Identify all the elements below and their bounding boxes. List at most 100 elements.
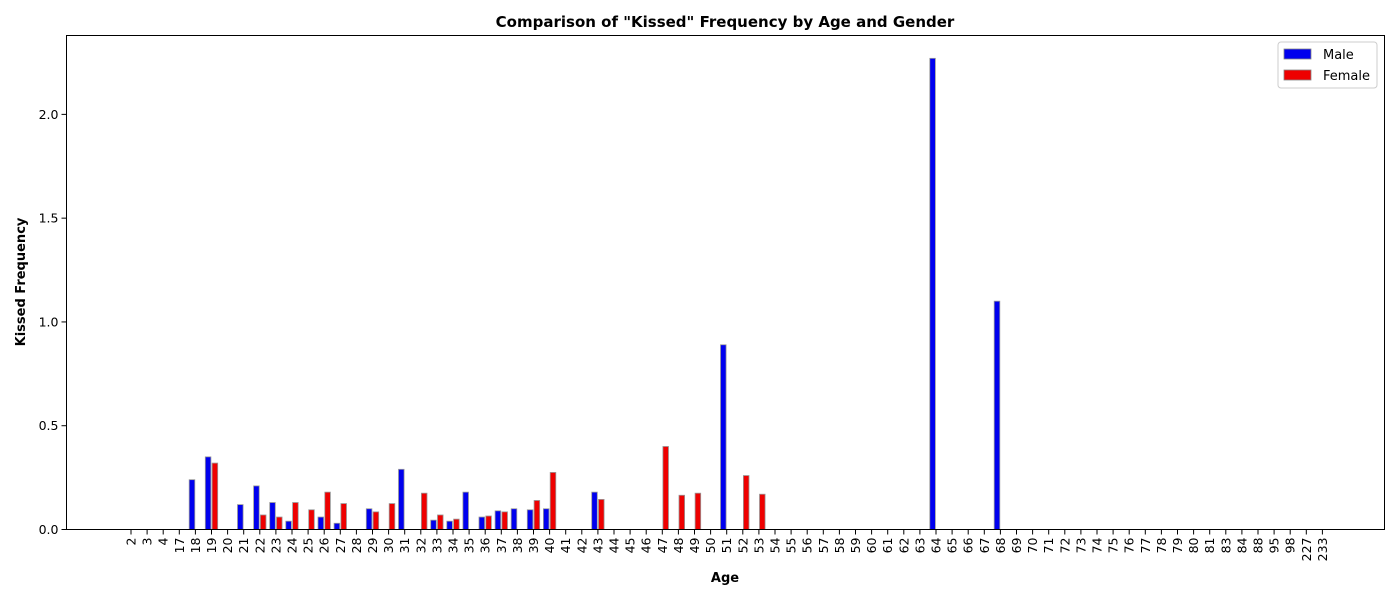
bar-female-33 <box>437 514 444 530</box>
bar-female-48 <box>678 494 685 530</box>
bar-female-36 <box>485 515 492 530</box>
bar-male-43 <box>591 491 598 530</box>
x-tick-label: 40 <box>542 537 557 553</box>
x-tick-label: 52 <box>735 538 750 554</box>
x-tick-label: 26 <box>317 537 332 553</box>
x-tick-label: 31 <box>397 538 412 554</box>
x-tick-label: 64 <box>929 537 944 553</box>
x-tick-label: 39 <box>526 537 541 553</box>
bar-female-25 <box>308 509 315 530</box>
x-tick-label: 61 <box>880 538 895 554</box>
x-tick-label: 77 <box>1138 538 1153 554</box>
y-tick-label: 2.0 <box>39 107 59 122</box>
bar-female-49 <box>694 492 702 530</box>
bar-female-37 <box>501 511 508 530</box>
bar-male-51 <box>720 344 727 530</box>
x-tick-label: 57 <box>816 538 831 554</box>
x-tick-label: 33 <box>429 538 444 554</box>
bar-female-47 <box>662 446 669 530</box>
bar-male-31 <box>398 468 405 530</box>
x-tick-label: 35 <box>462 538 477 554</box>
x-tick-label: 68 <box>993 537 1008 553</box>
x-tick-label: 29 <box>365 537 380 553</box>
x-tick-label: 51 <box>719 538 734 554</box>
bar-male-33 <box>430 519 437 530</box>
x-tick-label: 47 <box>655 538 670 554</box>
x-tick-label: 25 <box>301 538 316 554</box>
x-tick-label: 59 <box>848 537 863 553</box>
x-tick-label: 41 <box>558 538 573 554</box>
x-axis-label: Age <box>711 571 739 586</box>
x-tick-label: 36 <box>478 537 493 553</box>
x-tick-label: 73 <box>1073 538 1088 554</box>
x-tick-label: 42 <box>574 538 589 554</box>
bar-female-34 <box>453 518 460 530</box>
x-tick-label: 58 <box>832 537 847 553</box>
x-tick-label: 54 <box>768 537 783 553</box>
bar-male-29 <box>365 508 373 530</box>
bar-male-18 <box>188 479 196 530</box>
x-tick-label: 19 <box>204 537 219 553</box>
x-tick-label: 18 <box>188 537 203 553</box>
legend-swatch-male <box>1283 48 1312 60</box>
x-tick-label: 21 <box>236 538 251 554</box>
x-tick-label: 81 <box>1202 538 1217 554</box>
x-tick-label: 65 <box>945 538 960 554</box>
bar-female-30 <box>388 503 396 530</box>
y-tick-label: 0.5 <box>39 418 59 433</box>
bar-female-19 <box>211 462 219 530</box>
x-tick-label: 72 <box>1057 538 1072 554</box>
x-tick-label: 50 <box>703 537 718 553</box>
x-tick-label: 23 <box>268 538 283 554</box>
x-tick-label: 32 <box>413 538 428 554</box>
x-tick-label: 53 <box>751 538 766 554</box>
bar-female-26 <box>324 491 331 530</box>
x-tick-label: 56 <box>800 537 815 553</box>
x-tick-label: 74 <box>1090 537 1105 553</box>
bar-female-23 <box>276 516 283 530</box>
bar-female-27 <box>340 503 347 530</box>
x-tick-label: 17 <box>172 538 187 554</box>
bar-male-22 <box>253 485 260 530</box>
x-tick-label: 227 <box>1299 538 1314 562</box>
x-tick-label: 70 <box>1025 537 1040 553</box>
x-tick-label: 44 <box>607 537 622 553</box>
x-tick-label: 84 <box>1234 537 1249 553</box>
x-tick-label: 60 <box>864 537 879 553</box>
x-tick-label: 83 <box>1218 538 1233 554</box>
x-tick-label: 69 <box>1009 537 1024 553</box>
x-tick-label: 71 <box>1041 538 1056 554</box>
x-tick-label: 22 <box>252 538 267 554</box>
bar-male-38 <box>510 508 518 530</box>
x-tick-label: 62 <box>896 538 911 554</box>
x-tick-label: 30 <box>381 537 396 553</box>
x-tick-label: 28 <box>349 537 364 553</box>
x-tick-label: 63 <box>912 538 927 554</box>
bar-male-27 <box>333 522 341 530</box>
legend-label-male: Male <box>1323 48 1354 63</box>
x-tick-label: 79 <box>1170 537 1185 553</box>
x-tick-label: 75 <box>1106 538 1121 554</box>
legend: Male Female <box>1277 41 1378 89</box>
x-tick-label: 233 <box>1315 538 1330 562</box>
x-tick-label: 46 <box>639 537 654 553</box>
x-tick-label: 20 <box>220 537 235 553</box>
bar-male-37 <box>494 510 502 530</box>
bar-male-40 <box>543 508 550 530</box>
x-tick-label: 49 <box>687 537 702 553</box>
y-axis-label: Kissed Frequency <box>14 217 29 346</box>
x-tick-label: 43 <box>590 538 605 554</box>
x-tick-label: 55 <box>784 538 799 554</box>
bar-female-40 <box>549 472 557 530</box>
chart-title: Comparison of "Kissed" Frequency by Age … <box>496 13 955 31</box>
bar-male-26 <box>317 516 324 530</box>
bar-male-24 <box>285 520 292 530</box>
legend-label-female: Female <box>1323 69 1370 84</box>
x-tick-label: 2 <box>124 538 139 546</box>
bar-female-53 <box>759 493 766 530</box>
bar-female-24 <box>292 502 299 530</box>
bar-male-23 <box>269 502 276 530</box>
bar-female-32 <box>420 492 428 530</box>
x-tick-label: 95 <box>1267 538 1282 554</box>
